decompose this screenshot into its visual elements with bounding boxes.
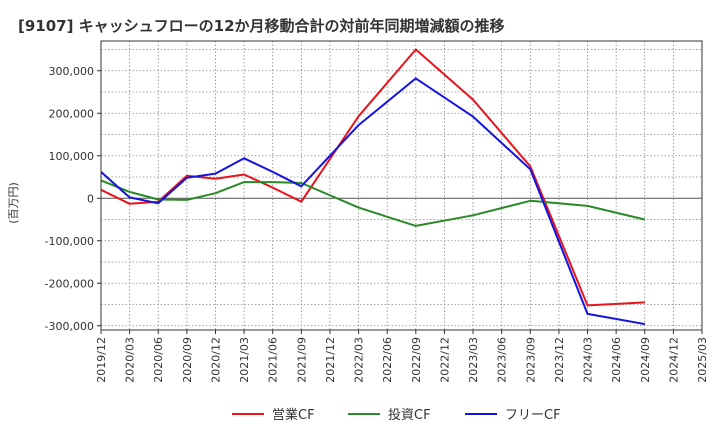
series-line xyxy=(100,77,645,326)
y-tick-label: -100,000 xyxy=(45,235,94,248)
x-axis-ticks: 2019/12 2020/03 2020/06 2020/09 2020/12 2021/… xyxy=(95,330,709,383)
x-tick-label: 2023/09 xyxy=(524,337,537,383)
x-tick-label: 2023/03 xyxy=(467,337,480,383)
legend-label: フリーCF xyxy=(505,408,561,423)
y-tick-label: 300,000 xyxy=(49,65,95,78)
x-tick-label: 2022/12 xyxy=(438,337,451,383)
legend: 営業CF 投資CF フリーCF xyxy=(232,407,561,423)
x-tick-label: 2022/09 xyxy=(410,337,423,383)
x-tick-label: 2021/09 xyxy=(295,337,308,383)
x-tick-label: 2024/09 xyxy=(639,337,652,383)
y-tick-label: 100,000 xyxy=(49,150,95,163)
x-tick-label: 2022/06 xyxy=(381,337,394,383)
series-line xyxy=(100,48,645,307)
plot-area-frame xyxy=(100,40,703,331)
x-tick-label: 2024/03 xyxy=(582,337,595,383)
x-tick-label: 2019/12 xyxy=(95,337,108,383)
x-tick-label: 2023/06 xyxy=(496,337,509,383)
x-tick-label: 2025/03 xyxy=(696,337,709,383)
x-tick-label: 2020/03 xyxy=(124,337,137,383)
x-tick-label: 2020/12 xyxy=(209,337,222,383)
legend-label: 営業CF xyxy=(272,407,315,423)
y-tick-label: -300,000 xyxy=(45,320,94,333)
x-tick-label: 2023/12 xyxy=(553,337,566,383)
chart-title: [9107] キャッシュフローの12か月移動合計の対前年同期増減額の推移 xyxy=(18,17,505,35)
x-tick-label: 2024/06 xyxy=(610,337,623,383)
series-line xyxy=(100,179,646,227)
series-lines xyxy=(100,48,646,326)
x-tick-label: 2021/12 xyxy=(324,337,337,383)
x-tick-label: 2020/06 xyxy=(152,337,165,383)
y-tick-label: -200,000 xyxy=(45,277,94,290)
x-tick-label: 2021/06 xyxy=(267,337,280,383)
y-axis-ticks: 300,000 200,000 100,000 0 -100,000 -200,000 -3… xyxy=(45,65,101,333)
x-tick-label: 2022/03 xyxy=(353,337,366,383)
grid-lines xyxy=(100,41,703,330)
x-tick-label: 2024/12 xyxy=(667,337,680,383)
legend-label: 投資CF xyxy=(388,407,431,423)
y-tick-label: 0 xyxy=(87,192,94,205)
y-tick-label: 200,000 xyxy=(49,107,95,120)
y-axis-label: (百万円) xyxy=(7,182,20,224)
x-tick-label: 2020/09 xyxy=(181,337,194,383)
x-tick-label: 2021/03 xyxy=(238,337,251,383)
